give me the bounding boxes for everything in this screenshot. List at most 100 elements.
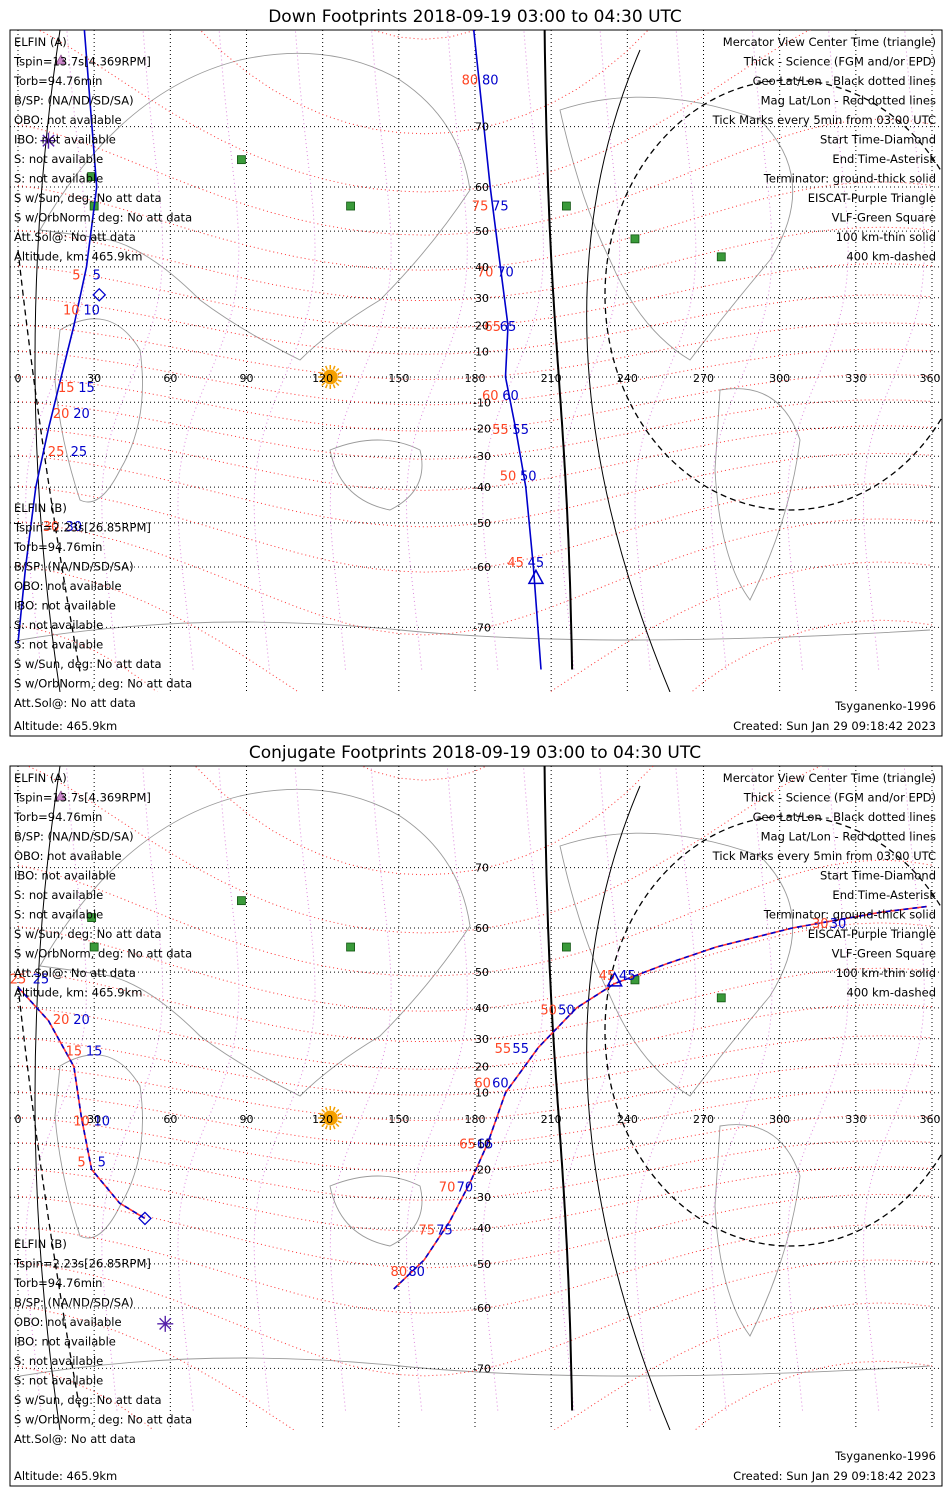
time-tick-label-a: 60 <box>502 389 519 404</box>
sun-ray <box>324 384 328 389</box>
sun-ray <box>318 379 324 383</box>
elfin-b-info: B/SP: (NA/ND/SD/SA) <box>14 1296 134 1310</box>
x-tick-label: 120 <box>312 1113 333 1126</box>
coastline <box>559 832 794 1097</box>
time-tick-label-a: 5 <box>93 269 101 284</box>
elfin-a-info: Tspin=13.7s[4.369RPM] <box>13 55 151 69</box>
elfin-b-info: OBO: not available <box>14 1315 122 1329</box>
time-tick-label-b: 25 <box>48 445 65 460</box>
elfin-a-info: Torb=94.76min <box>13 74 102 88</box>
center-time-triangle <box>527 568 545 585</box>
vlf-site-marker <box>237 896 246 906</box>
chart-title: Conjugate Footprints 2018-09-19 03:00 to… <box>249 743 701 763</box>
sun-ray <box>321 1123 326 1128</box>
x-tick-label: 60 <box>163 372 177 385</box>
mag-parallel <box>17 1166 933 1232</box>
vlf-site-marker <box>87 913 97 923</box>
map-area: 8075706560555045510152025308075706560555… <box>10 30 942 692</box>
legend-entry: EISCAT-Purple Triangle <box>808 191 936 205</box>
time-tick-label-b: 80 <box>391 1265 408 1280</box>
mag-parallel <box>199 30 649 135</box>
footprint-400km-right <box>604 815 942 1247</box>
x-tick-label: 300 <box>769 372 790 385</box>
footer-altitude: Altitude: 465.9km <box>14 719 117 733</box>
time-tick-label-a: 65 <box>477 1137 494 1152</box>
time-tick-label-a: 80 <box>408 1265 425 1280</box>
elfin-a-info: Altitude, km: 465.9km <box>14 986 142 1000</box>
x-tick-label: 300 <box>769 1113 790 1126</box>
x-tick-label: 360 <box>920 372 941 385</box>
terminator-line <box>543 30 574 670</box>
end-time-asterisk <box>159 1317 172 1330</box>
sun-ray <box>321 367 326 372</box>
elfin-b-info: S: not available <box>14 618 103 632</box>
time-tick-label-a: 10 <box>94 1115 111 1130</box>
elfin-b-info: Torb=94.76min <box>13 540 102 554</box>
y-tick-label: -50 <box>473 517 491 530</box>
vlf-site-marker <box>716 252 726 262</box>
y-tick-label: -20 <box>473 422 491 435</box>
coastline <box>19 1357 931 1377</box>
y-tick-label: -10 <box>473 396 491 409</box>
time-tick-label-a: 50 <box>520 470 537 485</box>
legend-entry: 100 km-thin solid <box>836 966 936 980</box>
sun-ray <box>332 1106 336 1111</box>
mag-meridian <box>329 766 392 1411</box>
vlf-site-marker <box>346 201 355 211</box>
elfin-a-info: OBO: not available <box>14 849 122 863</box>
legend-entry: Mag Lat/Lon - Red dotted lines <box>761 94 936 108</box>
footprint-100km-left <box>34 766 61 1430</box>
sun-ray <box>321 1108 326 1113</box>
y-tick-label: 70 <box>475 121 489 134</box>
time-tick-label-b: 15 <box>58 381 75 396</box>
time-tick-label-a: 20 <box>73 1013 90 1028</box>
time-tick-label-b: 55 <box>495 1042 512 1057</box>
orbit-track-a <box>17 30 98 643</box>
mag-parallel <box>17 1259 933 1377</box>
legend-entry: 100 km-thin solid <box>836 230 936 244</box>
elfin-a-info: S w/OrbNorm, deg: No att data <box>14 211 192 225</box>
time-tick-label-a: 75 <box>492 199 509 214</box>
time-tick-label-a: 70 <box>457 1180 474 1195</box>
center-time-triangle <box>606 971 623 987</box>
sun-ray <box>318 1120 324 1124</box>
time-tick-label-a: 15 <box>86 1045 103 1060</box>
y-tick-label: -10 <box>473 1137 491 1150</box>
chart-panel-2: Conjugate Footprints 2018-09-19 03:00 to… <box>9 743 943 1487</box>
elfin-a-info: S: not available <box>14 908 103 922</box>
time-tick-label-a: 75 <box>436 1224 453 1239</box>
elfin-a-info: S: not available <box>14 172 103 186</box>
sun-ray <box>324 1125 328 1130</box>
x-tick-label: 210 <box>541 1113 562 1126</box>
mag-meridian <box>25 30 88 670</box>
time-tick-label-b: 70 <box>477 266 494 281</box>
x-tick-label: 180 <box>465 372 486 385</box>
time-tick-label-a: 30 <box>830 917 847 932</box>
vlf-site-marker <box>630 234 640 244</box>
legend-entry: 400 km-dashed <box>846 250 936 264</box>
sun-ray <box>324 365 328 370</box>
elfin-b-label: ELFIN (B) <box>14 501 67 515</box>
elfin-b-info: S: not available <box>14 1354 103 1368</box>
time-tick-label-b: 20 <box>53 407 70 422</box>
legend-entry: Mercator View Center Time (triangle) <box>723 771 936 785</box>
mag-parallel <box>17 263 933 329</box>
coastline <box>329 1175 423 1247</box>
time-tick-label-a: 25 <box>33 973 50 988</box>
legend-entry: Tick Marks every 5min from 03:00 UTC <box>712 849 936 863</box>
y-tick-label: -40 <box>473 1222 491 1235</box>
elfin-b-info: Tspin=2.23s[26.85RPM] <box>13 521 151 535</box>
elfin-a-info: S w/OrbNorm, deg: No att data <box>14 947 192 961</box>
elfin-a-info: S: not available <box>14 152 103 166</box>
elfin-a-info: B/SP: (NA/ND/SD/SA) <box>14 830 134 844</box>
mag-meridian <box>710 30 773 670</box>
legend-entry: VLF-Green Square <box>832 211 936 225</box>
sun-ray <box>318 1112 324 1116</box>
y-tick-label: 10 <box>475 1087 489 1100</box>
mag-meridian <box>710 766 773 1411</box>
orbit-track-a <box>393 905 927 1290</box>
y-tick-label: -70 <box>473 1362 491 1375</box>
mag-meridian <box>482 30 545 670</box>
time-tick-label-a: 60 <box>492 1077 509 1092</box>
x-tick-label: 360 <box>920 1113 941 1126</box>
